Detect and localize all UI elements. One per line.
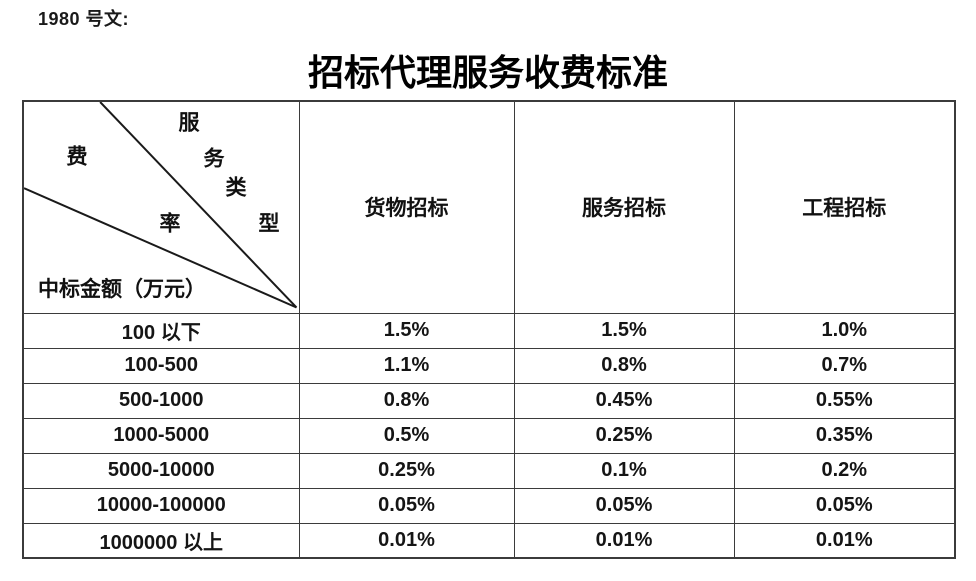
diagonal-corner-cell: 服 务 类 型 费 率 中标金额（万元） xyxy=(22,100,300,314)
amount-range-cell: 100 以下 xyxy=(22,312,300,349)
diagonal-lines xyxy=(24,102,298,309)
amount-range-cell: 500-1000 xyxy=(22,382,300,419)
service-type-char: 服 xyxy=(178,110,200,135)
fee-standard-table: 服 务 类 型 费 率 中标金额（万元） 货物招标 服务招标 工程招标 100 … xyxy=(22,100,956,559)
page-title: 招标代理服务收费标准 xyxy=(307,53,668,93)
rate-cell: 1.1% xyxy=(298,347,515,384)
fee-rate-char: 费 xyxy=(66,144,88,169)
rate-cell: 1.5% xyxy=(298,312,515,349)
amount-axis-label: 中标金额（万元） xyxy=(38,277,206,301)
column-header-services: 服务招标 xyxy=(513,100,735,314)
rate-cell: 0.2% xyxy=(733,452,956,489)
rate-cell: 0.55% xyxy=(733,382,956,419)
table-row: 100-500 1.1% 0.8% 0.7% xyxy=(22,347,956,384)
amount-range-cell: 1000-5000 xyxy=(22,417,300,454)
document-reference: 1980 号文: xyxy=(38,9,130,29)
column-header-goods: 货物招标 xyxy=(298,100,515,314)
amount-range-cell: 100-500 xyxy=(22,347,300,384)
rate-cell: 0.25% xyxy=(298,452,515,489)
rate-cell: 0.35% xyxy=(733,417,956,454)
rate-cell: 1.5% xyxy=(513,312,735,349)
amount-range-cell: 1000000 以上 xyxy=(22,522,300,559)
amount-range-cell: 10000-100000 xyxy=(22,487,300,524)
table-row: 5000-10000 0.25% 0.1% 0.2% xyxy=(22,452,956,489)
rate-cell: 0.05% xyxy=(733,487,956,524)
rate-cell: 0.01% xyxy=(733,522,956,559)
rate-cell: 0.8% xyxy=(298,382,515,419)
rate-cell: 0.7% xyxy=(733,347,956,384)
service-type-char: 务 xyxy=(203,146,225,171)
rate-cell: 0.1% xyxy=(513,452,735,489)
amount-range-cell: 5000-10000 xyxy=(22,452,300,489)
table-header-row: 服 务 类 型 费 率 中标金额（万元） 货物招标 服务招标 工程招标 xyxy=(22,100,956,314)
table-row: 100 以下 1.5% 1.5% 1.0% xyxy=(22,312,956,349)
rate-cell: 0.05% xyxy=(298,487,515,524)
rate-cell: 0.45% xyxy=(513,382,735,419)
rate-cell: 0.01% xyxy=(513,522,735,559)
table-row: 500-1000 0.8% 0.45% 0.55% xyxy=(22,382,956,419)
rate-cell: 0.25% xyxy=(513,417,735,454)
service-type-char: 类 xyxy=(225,175,247,200)
column-header-engineering: 工程招标 xyxy=(733,100,956,314)
rate-cell: 0.8% xyxy=(513,347,735,384)
table-row: 1000000 以上 0.01% 0.01% 0.01% xyxy=(22,522,956,559)
service-type-char: 型 xyxy=(258,211,280,236)
rate-cell: 0.5% xyxy=(298,417,515,454)
rate-cell: 0.05% xyxy=(513,487,735,524)
fee-rate-char: 率 xyxy=(159,211,181,236)
rate-cell: 1.0% xyxy=(733,312,956,349)
table-row: 1000-5000 0.5% 0.25% 0.35% xyxy=(22,417,956,454)
rate-cell: 0.01% xyxy=(298,522,515,559)
table-row: 10000-100000 0.05% 0.05% 0.05% xyxy=(22,487,956,524)
